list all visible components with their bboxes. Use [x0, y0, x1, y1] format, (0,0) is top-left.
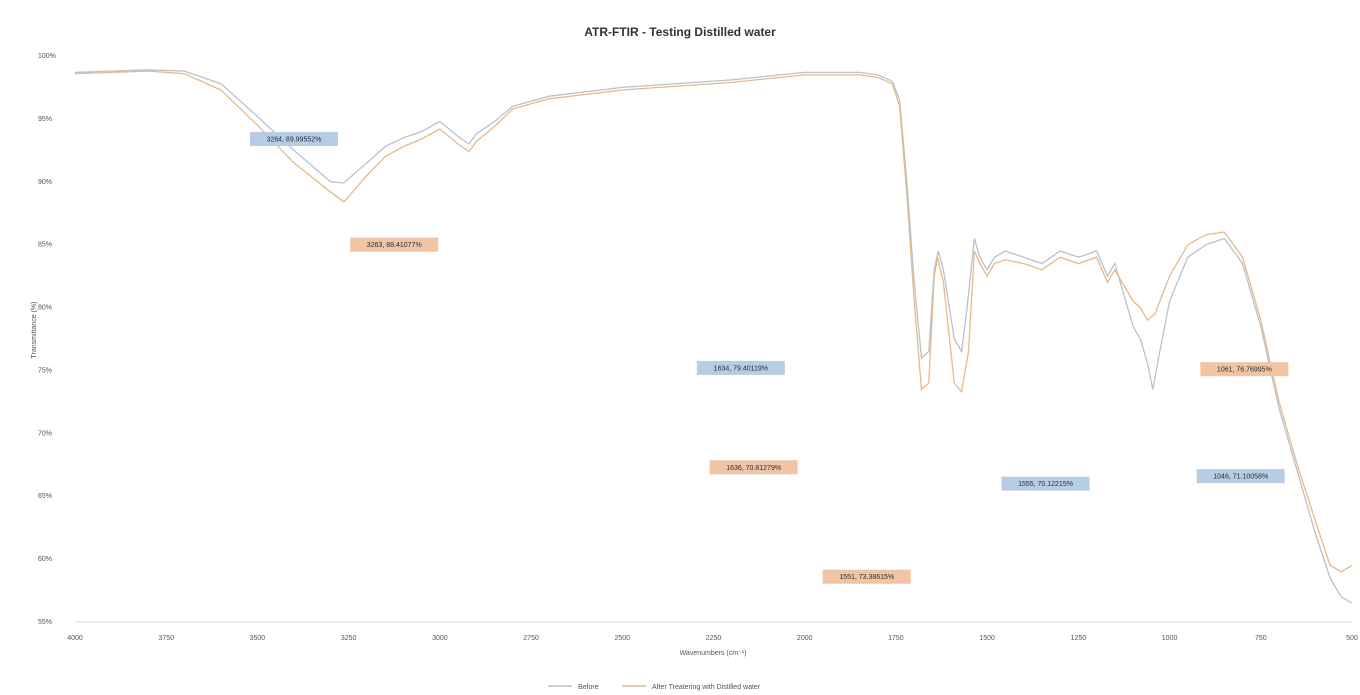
y-tick-label: 60% [38, 556, 52, 563]
data-label-box [350, 237, 439, 252]
x-tick-label: 750 [1255, 635, 1267, 642]
data-label-box [709, 460, 798, 475]
x-tick-label: 3250 [341, 635, 357, 642]
data-label-text: 1636, 70.81279% [726, 465, 781, 472]
data-label-text: 1634, 79.40119% [714, 365, 768, 372]
x-tick-label: 2000 [797, 635, 813, 642]
y-tick-label: 90% [38, 179, 52, 186]
data-label-box [1200, 362, 1289, 377]
x-tick-label: 2750 [523, 635, 539, 642]
data-label-box [822, 569, 911, 584]
series-line-0 [74, 69, 1353, 604]
data-label: 1061, 76.76995% [1200, 362, 1289, 377]
x-tick-label: 2250 [706, 635, 722, 642]
y-axis-label: Transmittance (%) [31, 302, 38, 359]
x-tick-label: 3750 [158, 635, 174, 642]
legend-label-after: After Treatering with Distilled water [652, 684, 761, 691]
y-tick-labels: 55% 60% 65% 70% 75% 80% 85% 90% 95% 100% [38, 53, 56, 626]
data-label: 1551, 73.38615% [822, 569, 911, 584]
x-tick-label: 1750 [888, 635, 904, 642]
y-tick-label: 95% [38, 116, 52, 123]
y-tick-label: 70% [38, 430, 52, 437]
y-tick-label: 80% [38, 305, 52, 312]
x-tick-labels: 4000 3750 3500 3250 3000 2750 2500 2250 2000 1750… [67, 635, 1358, 642]
data-label-text: 1046, 71.10058% [1213, 474, 1268, 481]
data-label: 1634, 79.40119% [696, 360, 785, 375]
y-tick-label: 55% [38, 619, 52, 626]
data-label-box [1001, 476, 1090, 491]
x-axis-label: Wavenumbers (cm⁻¹) [680, 650, 747, 657]
data-label-box [1196, 469, 1285, 484]
data-label: 1636, 70.81279% [709, 460, 798, 475]
x-tick-label: 3500 [250, 635, 266, 642]
x-tick-label: 4000 [67, 635, 83, 642]
x-tick-label: 1500 [979, 635, 995, 642]
data-label-text: 1551, 73.38615% [839, 574, 894, 581]
data-label: 1555, 70.12215% [1001, 476, 1090, 491]
series-layer [74, 69, 1353, 604]
annotation-layer: 3264, 89.99552% 3263, 88.41077% 1634, 79.4… [249, 132, 1289, 584]
legend: Before After Treatering with Distilled w… [548, 684, 761, 691]
data-label: 1046, 71.10058% [1196, 469, 1285, 484]
data-label-box [696, 360, 785, 375]
data-label-text: 3264, 89.99552% [266, 137, 321, 144]
x-tick-label: 2500 [614, 635, 630, 642]
y-tick-label: 65% [38, 493, 52, 500]
data-label-text: 1061, 76.76995% [1217, 367, 1272, 374]
data-label-text: 1555, 70.12215% [1018, 481, 1073, 488]
chart-title: ATR-FTIR - Testing Distilled water [584, 25, 776, 39]
data-label-text: 3263, 88.41077% [367, 242, 422, 249]
y-tick-label: 100% [38, 53, 56, 60]
y-tick-label: 85% [38, 242, 52, 249]
legend-label-before: Before [578, 684, 599, 691]
x-tick-label: 3000 [432, 635, 448, 642]
y-tick-label: 75% [38, 367, 52, 374]
data-label: 3263, 88.41077% [350, 237, 439, 252]
x-tick-label: 500 [1346, 635, 1358, 642]
x-tick-label: 1000 [1162, 635, 1178, 642]
series-line-1 [74, 70, 1353, 573]
data-label-box [249, 132, 338, 147]
x-tick-label: 1250 [1071, 635, 1087, 642]
data-label: 3264, 89.99552% [249, 132, 338, 147]
